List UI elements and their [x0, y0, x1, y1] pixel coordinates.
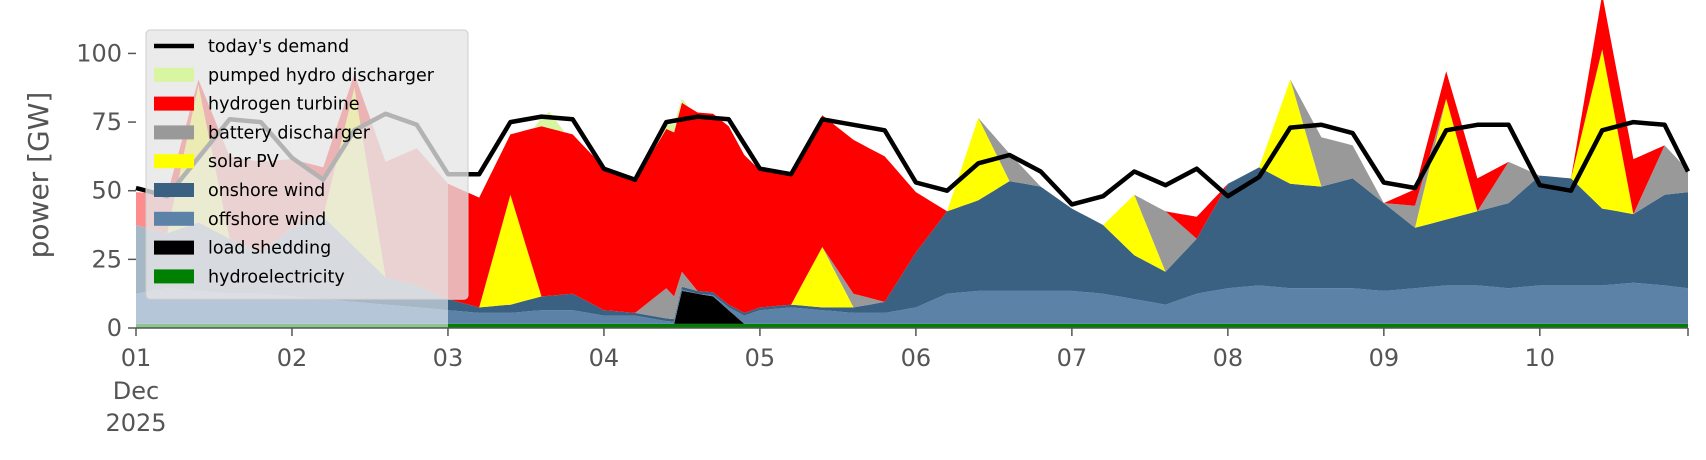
x-tick-label: 06 — [901, 344, 932, 372]
y-tick-label: 25 — [91, 245, 122, 273]
area-onshore-wind — [136, 167, 1688, 322]
legend-label: load shedding — [208, 239, 331, 259]
legend-label: solar PV — [208, 152, 279, 172]
x-tick-label: 04 — [589, 344, 620, 372]
y-tick-label: 50 — [91, 177, 122, 205]
legend-label: hydroelectricity — [208, 267, 345, 287]
legend-label: pumped hydro discharger — [208, 66, 435, 86]
x-tick-label: 09 — [1369, 344, 1400, 372]
y-tick-label: 100 — [76, 39, 122, 67]
x-tick-sub-label: Dec — [113, 377, 159, 405]
x-tick-label: 01 — [121, 344, 152, 372]
legend-swatch — [154, 154, 194, 169]
y-tick-label: 0 — [107, 314, 122, 342]
x-tick-label: 10 — [1525, 344, 1556, 372]
x-tick-label: 03 — [433, 344, 464, 372]
x-tick-label: 02 — [277, 344, 308, 372]
legend-label: onshore wind — [208, 181, 325, 201]
x-tick-label: 05 — [745, 344, 776, 372]
legend-swatch — [154, 240, 194, 255]
legend-swatch — [154, 96, 194, 111]
legend-label: today's demand — [208, 37, 349, 57]
y-tick-label: 75 — [91, 108, 122, 136]
legend-swatch — [154, 211, 194, 226]
y-axis-title: power [GW] — [22, 92, 55, 259]
area-offshore-wind — [136, 282, 1688, 324]
area-solar-pv — [136, 49, 1688, 320]
axes: 0 25 50 75 100 01 02 03 04 05 06 07 08 09 10 Dec 2025 — [76, 39, 1689, 437]
legend-swatch — [154, 183, 194, 197]
legend-label: hydrogen turbine — [208, 95, 360, 115]
area-hydrogen-turbine — [136, 0, 1688, 313]
area-hydroelectricity — [136, 323, 1688, 328]
legend-swatch — [154, 269, 194, 284]
legend-label: battery discharger — [208, 123, 371, 143]
x-tick-label: 08 — [1213, 344, 1244, 372]
legend-swatch — [154, 125, 194, 140]
legend-box — [145, 29, 469, 300]
x-tick-label: 07 — [1057, 344, 1088, 372]
legend-swatch — [154, 67, 194, 82]
x-tick-sub-label: 2025 — [105, 409, 166, 437]
legend-label: offshore wind — [208, 210, 326, 230]
legend: today's demand pumped hydro discharger hyd… — [145, 29, 469, 300]
